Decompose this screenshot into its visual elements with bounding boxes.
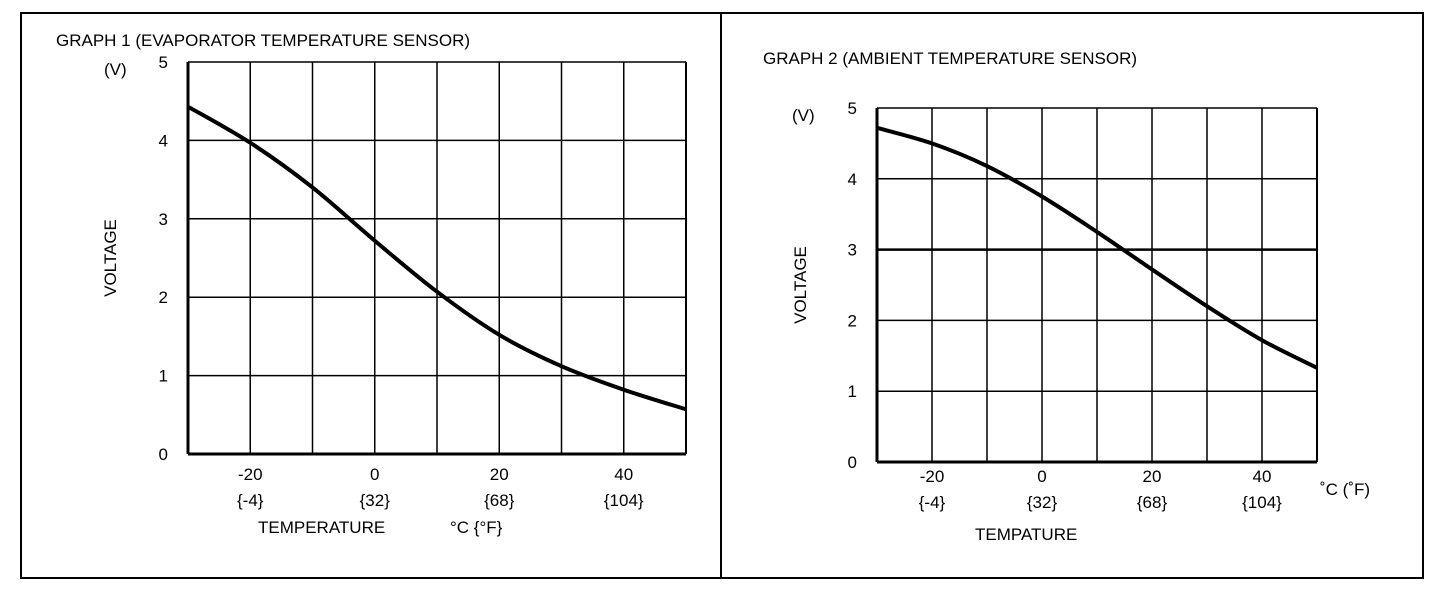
chart2-y-axis-label: VOLTAGE [791, 246, 810, 324]
chart2-title: GRAPH 2 (AMBIENT TEMPERATURE SENSOR) [763, 49, 1137, 68]
chart2-x-tick-label-f: {32} [1027, 493, 1058, 512]
chart2-x-tick-label-f: {-4} [919, 493, 946, 512]
chart2-y-tick-label: 5 [848, 99, 857, 118]
figure-frame [20, 12, 1424, 579]
chart1-x-tick-label-f: {104} [604, 491, 644, 510]
chart1-y-tick-label: 3 [159, 210, 168, 229]
chart1-x-tick-label: 0 [370, 465, 379, 484]
chart1-x-axis-label: TEMPERATURE [258, 518, 385, 537]
chart1-x-tick-label-f: {68} [484, 491, 515, 510]
chart1-x-tick-label-f: {-4} [237, 491, 264, 510]
chart1-x-tick-label: 40 [614, 465, 633, 484]
chart1-x-tick-label: -20 [238, 465, 263, 484]
chart1-y-tick-label: 5 [159, 53, 168, 72]
chart2-y-tick-label: 2 [848, 311, 857, 330]
chart1-voltage-curve [186, 104, 687, 412]
chart1-title: GRAPH 1 (EVAPORATOR TEMPERATURE SENSOR) [56, 31, 470, 50]
chart2-x-tick-label-f: {104} [1242, 493, 1282, 512]
chart2-x-tick-label: -20 [920, 467, 945, 486]
chart2-x-tick-label: 20 [1143, 467, 1162, 486]
chart2-x-tick-label: 0 [1037, 467, 1046, 486]
chart1-x-tick-label: 20 [490, 465, 509, 484]
chart1-y-tick-label: 1 [159, 367, 168, 386]
chart1-y-tick-label: 0 [159, 445, 168, 464]
chart1-y-axis-label: VOLTAGE [101, 219, 120, 297]
chart1-y-tick-label: 2 [159, 288, 168, 307]
chart2-x-tick-label: 40 [1253, 467, 1272, 486]
chart1-x-tick-label-f: {32} [360, 491, 391, 510]
chart2-y-tick-label: 3 [848, 241, 857, 260]
chart2-y-unit: (V) [792, 106, 815, 125]
chart1-y-tick-label: 4 [159, 131, 168, 150]
chart2-x-axis-label: TEMPATURE [975, 525, 1077, 544]
chart2-y-tick-label: 4 [848, 170, 857, 189]
chart1-x-axis-unit: °C {°F} [450, 518, 503, 537]
chart2-y-tick-label: 0 [848, 453, 857, 472]
chart1-y-unit: (V) [104, 60, 127, 79]
chart2-x-axis-unit: ˚C (˚F) [1320, 480, 1370, 499]
chart2-x-tick-label-f: {68} [1137, 493, 1168, 512]
chart2-voltage-curve [876, 125, 1318, 370]
panel-divider [720, 12, 722, 579]
chart2-y-tick-label: 1 [848, 382, 857, 401]
